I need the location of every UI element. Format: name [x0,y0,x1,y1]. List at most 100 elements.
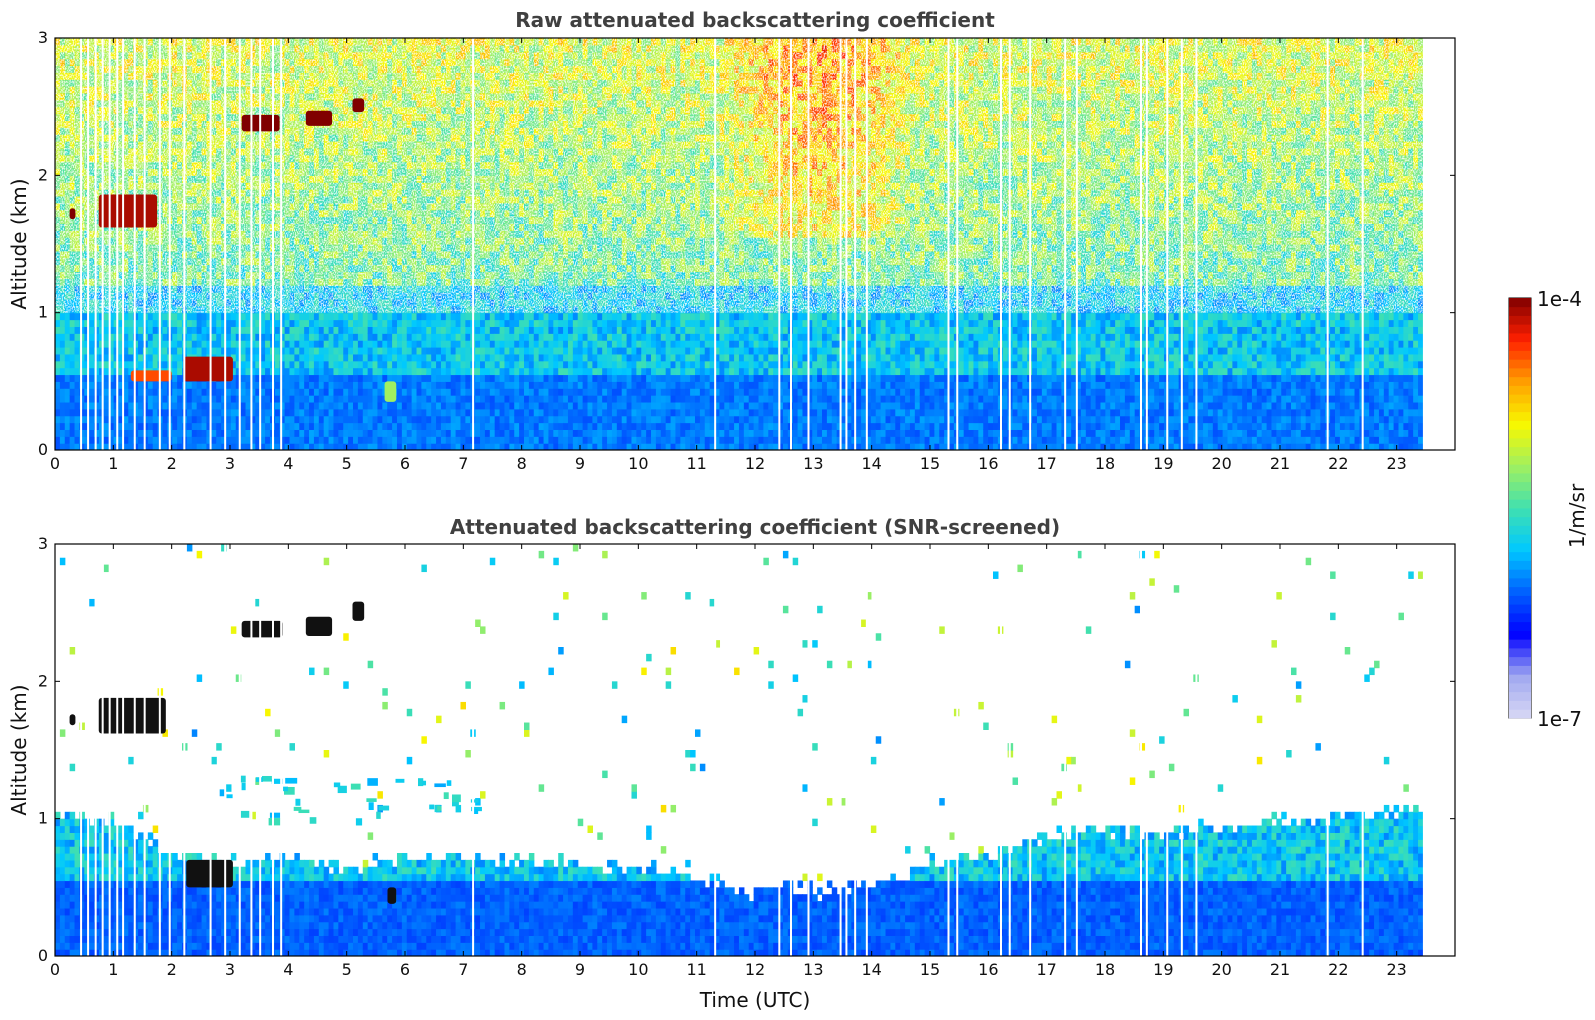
backscatter-cell [147,353,154,362]
backscatter-cell [128,415,134,424]
backscatter-cell [431,312,437,321]
backscatter-cell [367,319,374,327]
backscatter-cell [84,381,90,389]
backscatter-cell [421,340,427,348]
backscatter-cell [445,395,452,403]
backscatter-cell [250,381,256,389]
backscatter-cell [94,388,100,396]
backscatter-cell [348,374,354,382]
backscatter-cell [147,326,154,334]
backscatter-cell [299,353,305,362]
backscatter-cell [367,388,374,396]
backscatter-cell [55,401,61,410]
backscatter-cell [299,443,305,450]
backscatter-cell [367,326,374,334]
backscatter-cell [309,443,315,450]
backscatter-cell [318,374,325,382]
backscatter-cell [74,381,81,389]
backscatter-cell [377,367,383,376]
backscatter-cell [89,326,95,334]
backscatter-cell [357,381,364,389]
raw-backscatter-panel: Raw attenuated backscattering coefficien… [7,8,1456,473]
backscatter-cell [450,395,457,403]
backscatter-cell [304,353,310,362]
backscatter-cell [94,408,100,417]
backscatter-cell [152,436,159,444]
backscatter-cell [377,353,383,362]
backscatter-cell [245,436,252,444]
backscatter-cell [84,374,90,382]
backscatter-cell [142,326,149,334]
backscatter-cell [348,319,354,327]
backscatter-cell [279,340,286,348]
backscatter-cell [421,312,427,321]
backscatter-cell [411,360,418,369]
backscatter-cell [445,429,452,437]
backscatter-cell [103,374,110,382]
backscatter-cell [289,381,295,389]
backscatter-cell [284,395,291,403]
backscatter-cell [279,367,286,376]
backscatter-cell [240,415,247,424]
backscatter-cell [230,415,237,424]
backscatter-cell [455,436,462,444]
backscatter-cell [152,415,159,424]
backscatter-cell [431,333,437,341]
backscatter-cell [147,360,154,369]
backscatter-cell [343,429,349,437]
backscatter-cell [245,353,252,362]
backscatter-cell [84,429,90,437]
backscatter-cell [426,388,432,396]
backscatter-cell [59,408,66,417]
backscatter-cell [89,312,95,321]
backscatter-cell [225,415,232,424]
backscatter-cell [431,319,437,327]
backscatter-cell [103,443,110,450]
backscatter-cell [382,319,388,327]
backscatter-cell [362,340,369,348]
backscatter-cell [387,319,393,327]
backscatter-cell [69,381,76,389]
backscatter-cell [177,381,183,389]
backscatter-cell [323,347,330,355]
backscatter-cell [265,367,271,376]
backscatter-cell [152,340,159,348]
backscatter-cell [382,443,388,450]
backscatter-cell [172,367,178,376]
backscatter-cell [123,319,129,327]
backscatter-cell [406,388,413,396]
backscatter-cell [94,374,100,382]
backscatter-cell [304,347,310,355]
backscatter-cell [436,429,442,437]
backscatter-cell [299,422,305,430]
backscatter-cell [142,381,149,389]
backscatter-cell [284,333,291,341]
backscatter-cell [265,401,271,410]
backscatter-cell [64,326,71,334]
backscatter-cell [240,443,247,450]
backscatter-cell [118,312,124,321]
backscatter-cell [265,360,271,369]
backscatter-cell [289,415,295,424]
backscatter-cell [74,347,81,355]
backscatter-cell [221,436,227,444]
backscatter-cell [289,347,295,355]
backscatter-cell [338,422,344,430]
backscatter-cell [118,347,124,355]
backscatter-cell [118,429,124,437]
backscatter-cell [372,374,379,382]
backscatter-cell [230,347,237,355]
backscatter-cell [353,367,359,376]
backscatter-cell [338,347,344,355]
backscatter-cell [172,340,178,348]
backscatter-cell [186,443,193,450]
backscatter-cell [416,312,423,321]
backscatter-cell [318,443,325,450]
backscatter-cell [128,333,134,341]
backscatter-cell [162,436,168,444]
backscatter-cell [162,326,168,334]
backscatter-cell [411,395,418,403]
backscatter-cell [64,395,71,403]
backscatter-cell [240,353,247,362]
backscatter-cell [338,353,344,362]
